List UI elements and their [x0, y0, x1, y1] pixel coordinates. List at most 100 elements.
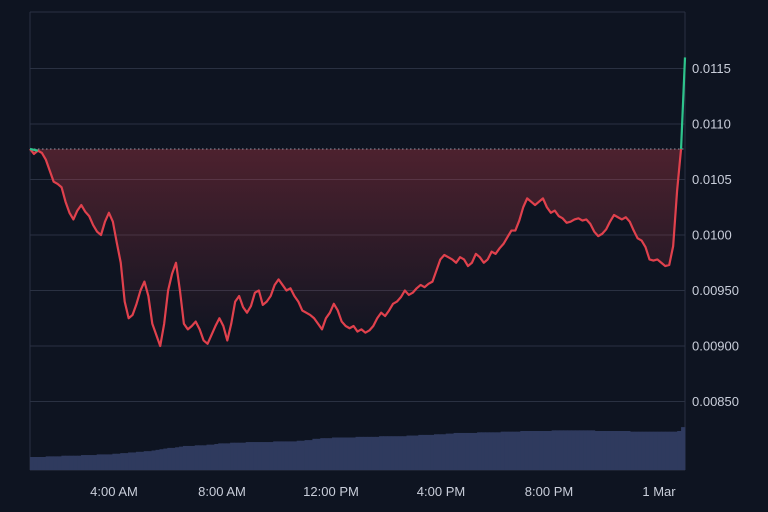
- volume-bar: [430, 434, 435, 470]
- volume-bar: [190, 445, 196, 470]
- volume-bar: [583, 430, 588, 470]
- volume-bar: [367, 436, 372, 470]
- volume-bar: [73, 455, 78, 470]
- volume-bar: [194, 445, 200, 470]
- x-tick-label: 4:00 PM: [417, 484, 465, 499]
- volume-bar: [230, 442, 235, 470]
- volume-bar: [508, 431, 513, 470]
- volume-bar: [394, 436, 400, 470]
- volume-bar: [681, 427, 686, 470]
- volume-bar: [222, 443, 227, 470]
- volume-bar: [402, 436, 407, 470]
- volume-bar: [312, 438, 317, 470]
- volume-bar: [339, 437, 345, 470]
- volume-bar: [257, 442, 262, 470]
- volume-bar: [143, 451, 149, 470]
- volume-bar: [108, 454, 113, 470]
- volume-bar: [571, 430, 576, 470]
- y-tick-label: 0.00950: [692, 283, 739, 298]
- volume-bar: [273, 441, 278, 470]
- volume-bar: [198, 445, 203, 470]
- volume-bar: [135, 451, 141, 470]
- volume-bar: [457, 432, 462, 470]
- volume-bar: [579, 430, 584, 470]
- volume-bar: [45, 456, 51, 470]
- volume-bar: [567, 430, 572, 470]
- volume-bar: [112, 453, 117, 470]
- volume-bar: [175, 447, 180, 470]
- volume-bar: [124, 453, 129, 470]
- volume-bar: [277, 441, 282, 470]
- volume-bar: [441, 434, 447, 470]
- volume-bar: [594, 431, 600, 470]
- volume-bar: [233, 442, 239, 470]
- volume-bar: [461, 432, 466, 470]
- volume-bar: [473, 432, 478, 470]
- volume-bar: [614, 431, 619, 470]
- volume-bar: [210, 444, 215, 470]
- volume-bar: [359, 436, 364, 470]
- volume-bar: [496, 432, 502, 470]
- area-fill: [30, 148, 682, 346]
- volume-bar: [363, 436, 368, 470]
- volume-bar: [673, 431, 678, 470]
- volume-bar: [445, 433, 451, 470]
- volume-bar: [147, 451, 152, 470]
- volume-bar: [465, 432, 470, 470]
- volume-bar: [288, 441, 294, 470]
- volume-bar: [488, 432, 494, 470]
- volume-bar: [49, 456, 54, 470]
- volume-bar: [316, 438, 321, 470]
- volume-bar: [100, 454, 105, 470]
- volume-bar: [171, 447, 176, 470]
- volume-bar: [53, 456, 58, 470]
- volume-bar: [665, 431, 670, 470]
- price-line-up-start: [29, 147, 39, 152]
- volume-bar: [516, 431, 521, 470]
- y-tick-label: 0.00850: [692, 394, 739, 409]
- volume-bar: [202, 445, 207, 470]
- volume-bar: [543, 431, 549, 470]
- volume-bar: [645, 431, 651, 470]
- volume-bar: [186, 445, 192, 470]
- volume-bar: [532, 431, 537, 470]
- volume-bar: [492, 432, 498, 470]
- volume-bar: [320, 438, 325, 470]
- y-axis-ticks: 0.00850 0.00900 0.00950 0.0100 0.0105 0.0110 0…: [692, 61, 739, 409]
- y-tick-label: 0.0115: [692, 61, 731, 76]
- y-tick-label: 0.00900: [692, 339, 739, 354]
- volume-bar: [120, 453, 125, 470]
- volume-bar: [335, 437, 341, 470]
- volume-bar: [84, 455, 90, 470]
- x-tick-label: 1 Mar: [642, 484, 676, 499]
- volume-bar: [504, 431, 509, 470]
- volume-bar: [575, 430, 580, 470]
- volume-bar: [80, 455, 86, 470]
- volume-bar: [300, 440, 305, 470]
- volume-bar: [347, 437, 353, 470]
- volume-bar: [453, 432, 458, 470]
- volume-bar: [641, 431, 647, 470]
- volume-bar: [167, 447, 172, 470]
- volume-bar: [343, 437, 349, 470]
- volume-bar: [92, 455, 98, 470]
- volume-bar: [104, 454, 109, 470]
- volume-bar: [386, 436, 392, 470]
- volume-bar: [269, 442, 274, 470]
- volume-bar: [226, 443, 231, 470]
- volume-bar: [661, 431, 666, 470]
- volume-bar: [528, 431, 533, 470]
- volume-bar: [410, 435, 415, 470]
- volume-bar: [626, 431, 631, 470]
- volume-bar: [65, 455, 70, 470]
- price-line-down: [29, 148, 683, 348]
- volume-bar: [139, 451, 145, 470]
- volume-bar: [214, 444, 219, 470]
- volume-bar: [61, 455, 66, 470]
- x-tick-label: 8:00 AM: [198, 484, 246, 499]
- volume-bar: [88, 455, 94, 470]
- volume-bar: [379, 436, 384, 470]
- volume-bar: [433, 434, 439, 470]
